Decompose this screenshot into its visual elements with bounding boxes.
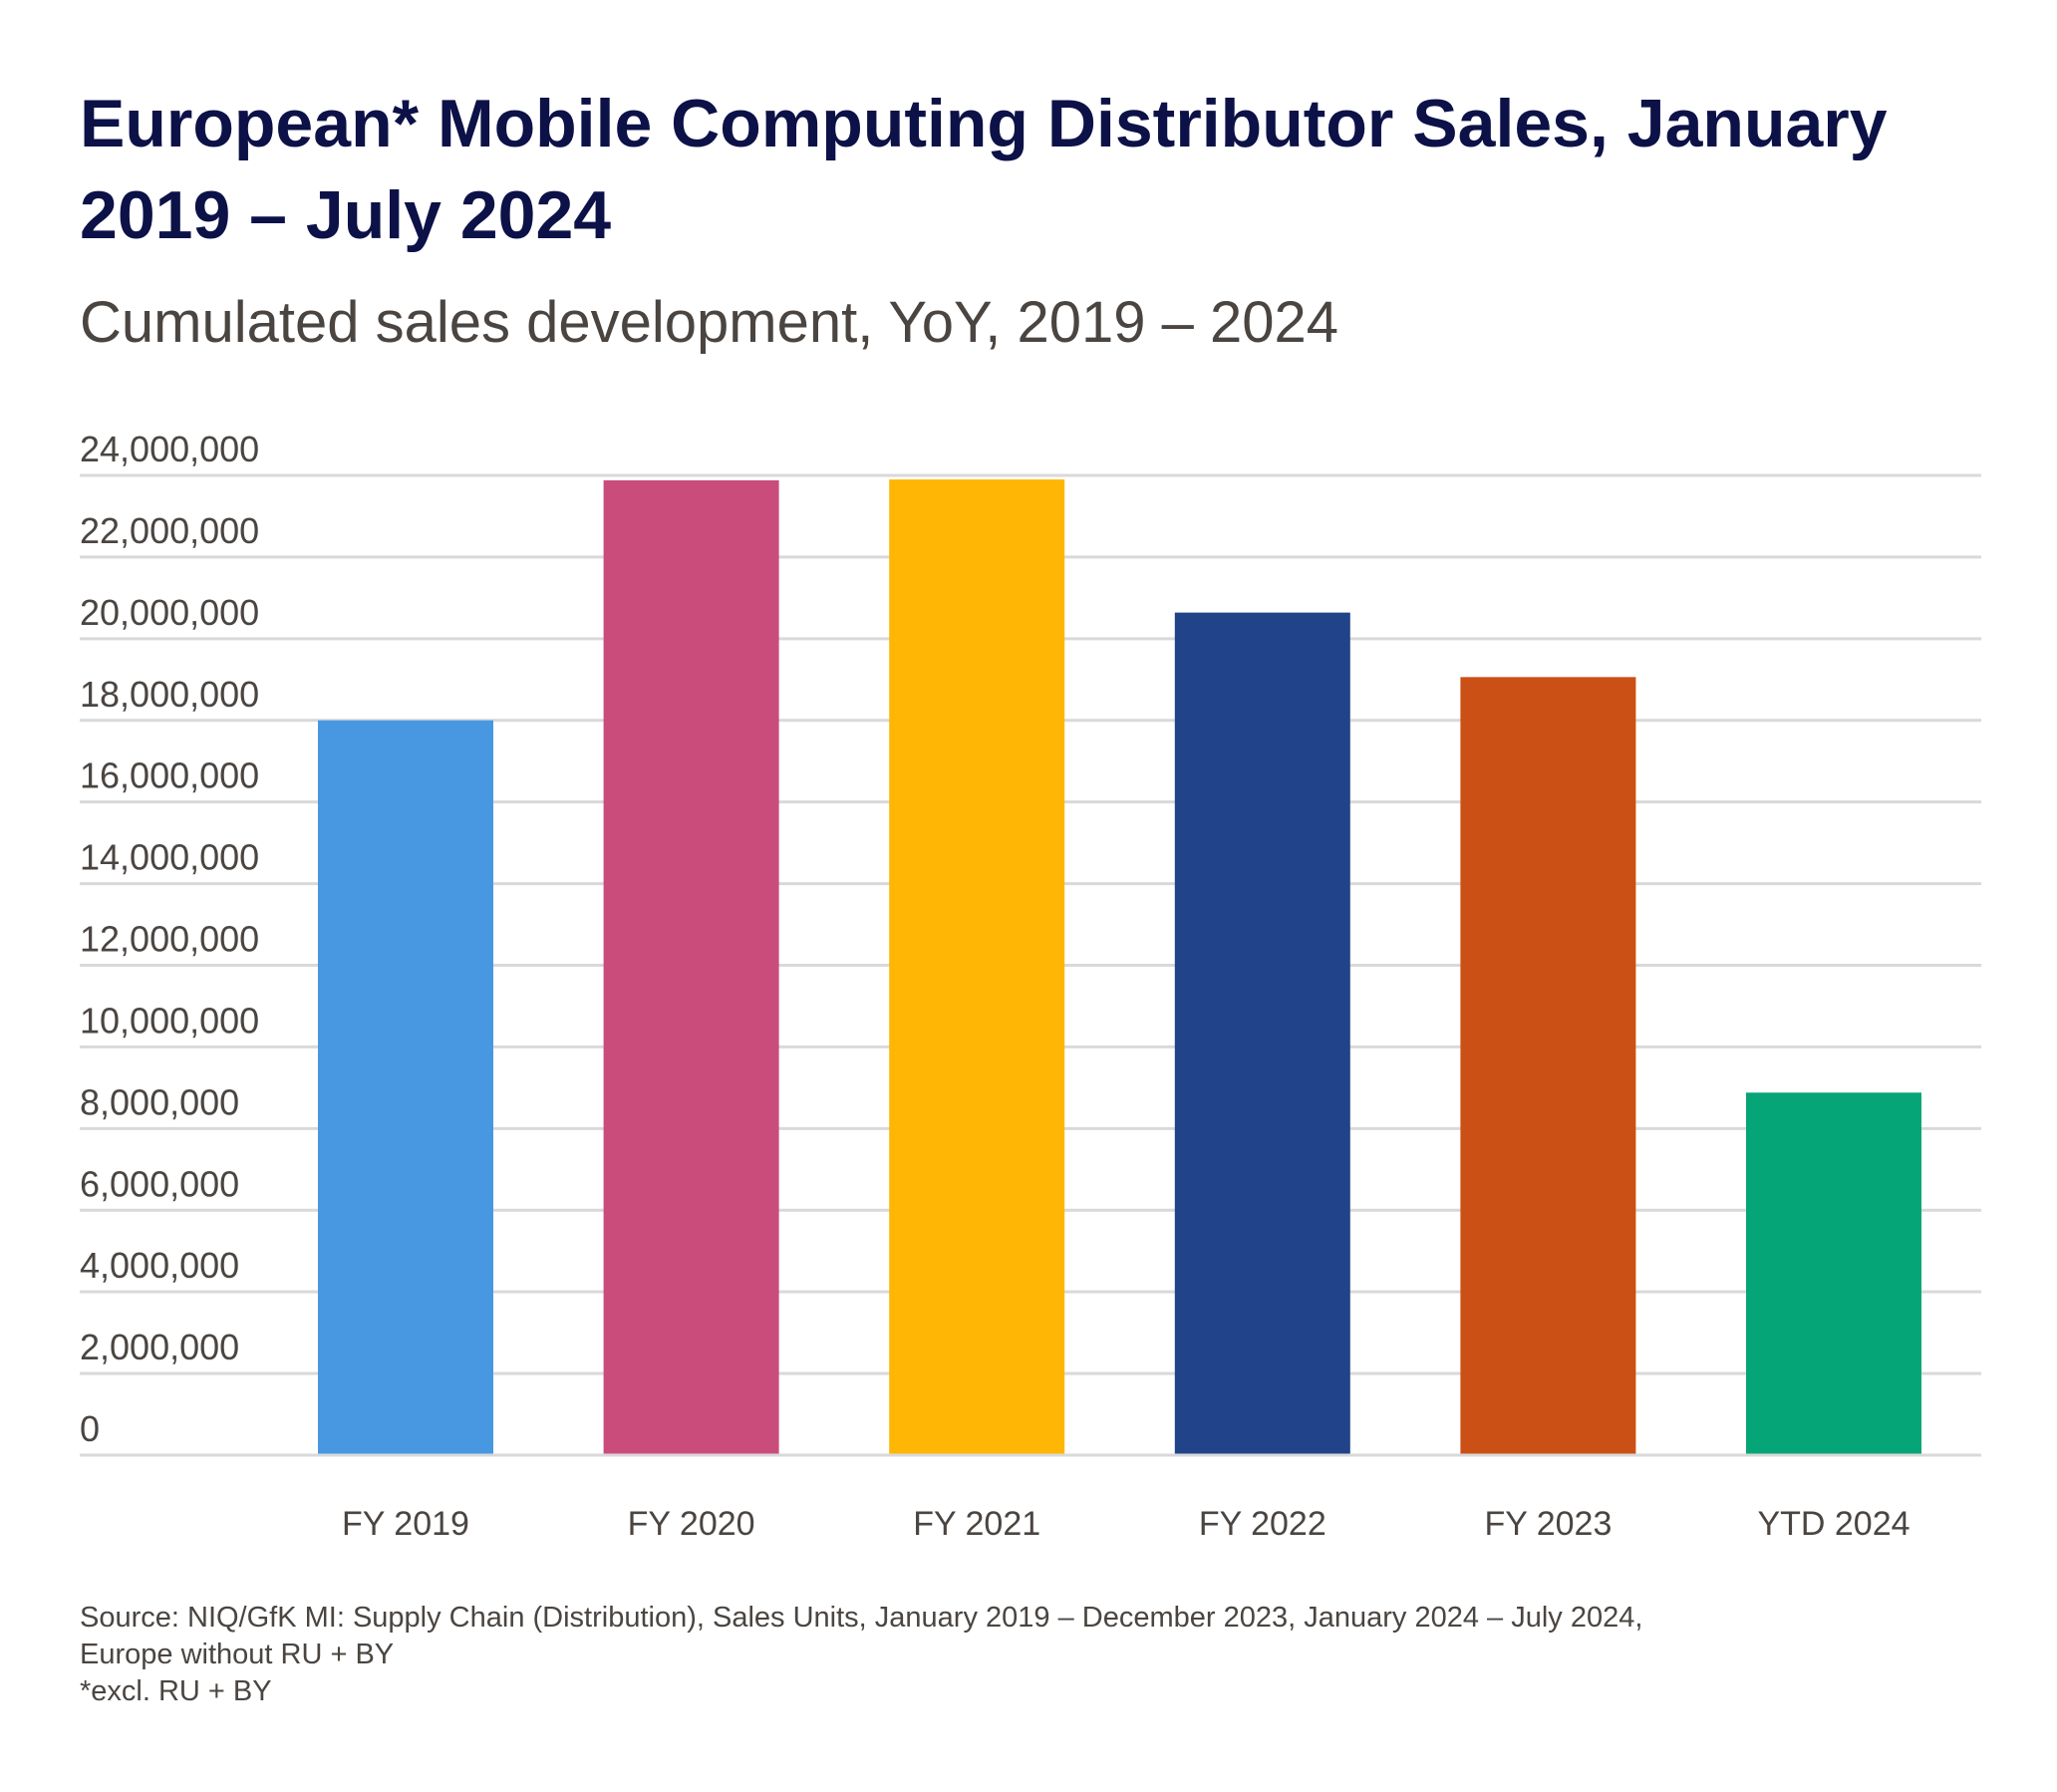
y-tick-label: 10,000,000 [80, 1000, 259, 1041]
x-tick-label: FY 2022 [1199, 1505, 1326, 1543]
bar [889, 479, 1065, 1455]
source-note-line2: Europe without RU + BY [80, 1639, 395, 1670]
y-tick-label: 2,000,000 [80, 1327, 239, 1367]
y-tick-label: 22,000,000 [80, 510, 259, 551]
chart-title: European* Mobile Computing Distributor S… [80, 86, 1888, 253]
bar [1174, 612, 1350, 1455]
footnote: Source: NIQ/GfK MI: Supply Chain (Distri… [80, 1600, 1642, 1710]
x-tick-label: FY 2019 [342, 1505, 469, 1543]
y-tick-label: 12,000,000 [80, 919, 259, 960]
exclusion-note: *excl. RU + BY [80, 1675, 272, 1707]
y-tick-label: 16,000,000 [80, 755, 259, 796]
chart-subtitle: Cumulated sales development, YoY, 2019 –… [80, 290, 1339, 355]
y-tick-label: 20,000,000 [80, 592, 259, 633]
y-tick-label: 14,000,000 [80, 837, 259, 878]
x-tick-label: YTD 2024 [1757, 1505, 1910, 1543]
source-note: Source: NIQ/GfK MI: Supply Chain (Distri… [80, 1602, 1643, 1634]
y-tick-label: 4,000,000 [80, 1245, 239, 1286]
y-tick-label: 24,000,000 [80, 429, 259, 469]
bar [1460, 677, 1636, 1455]
y-tick-label: 0 [80, 1408, 100, 1449]
bar [318, 720, 493, 1455]
x-tick-label: FY 2021 [913, 1505, 1040, 1543]
x-tick-label: FY 2020 [628, 1505, 755, 1543]
y-tick-label: 8,000,000 [80, 1081, 239, 1122]
x-tick-label: FY 2023 [1484, 1505, 1612, 1543]
y-tick-label: 18,000,000 [80, 674, 259, 715]
bar [1746, 1092, 1921, 1455]
y-tick-label: 6,000,000 [80, 1163, 239, 1204]
bar [603, 479, 779, 1455]
